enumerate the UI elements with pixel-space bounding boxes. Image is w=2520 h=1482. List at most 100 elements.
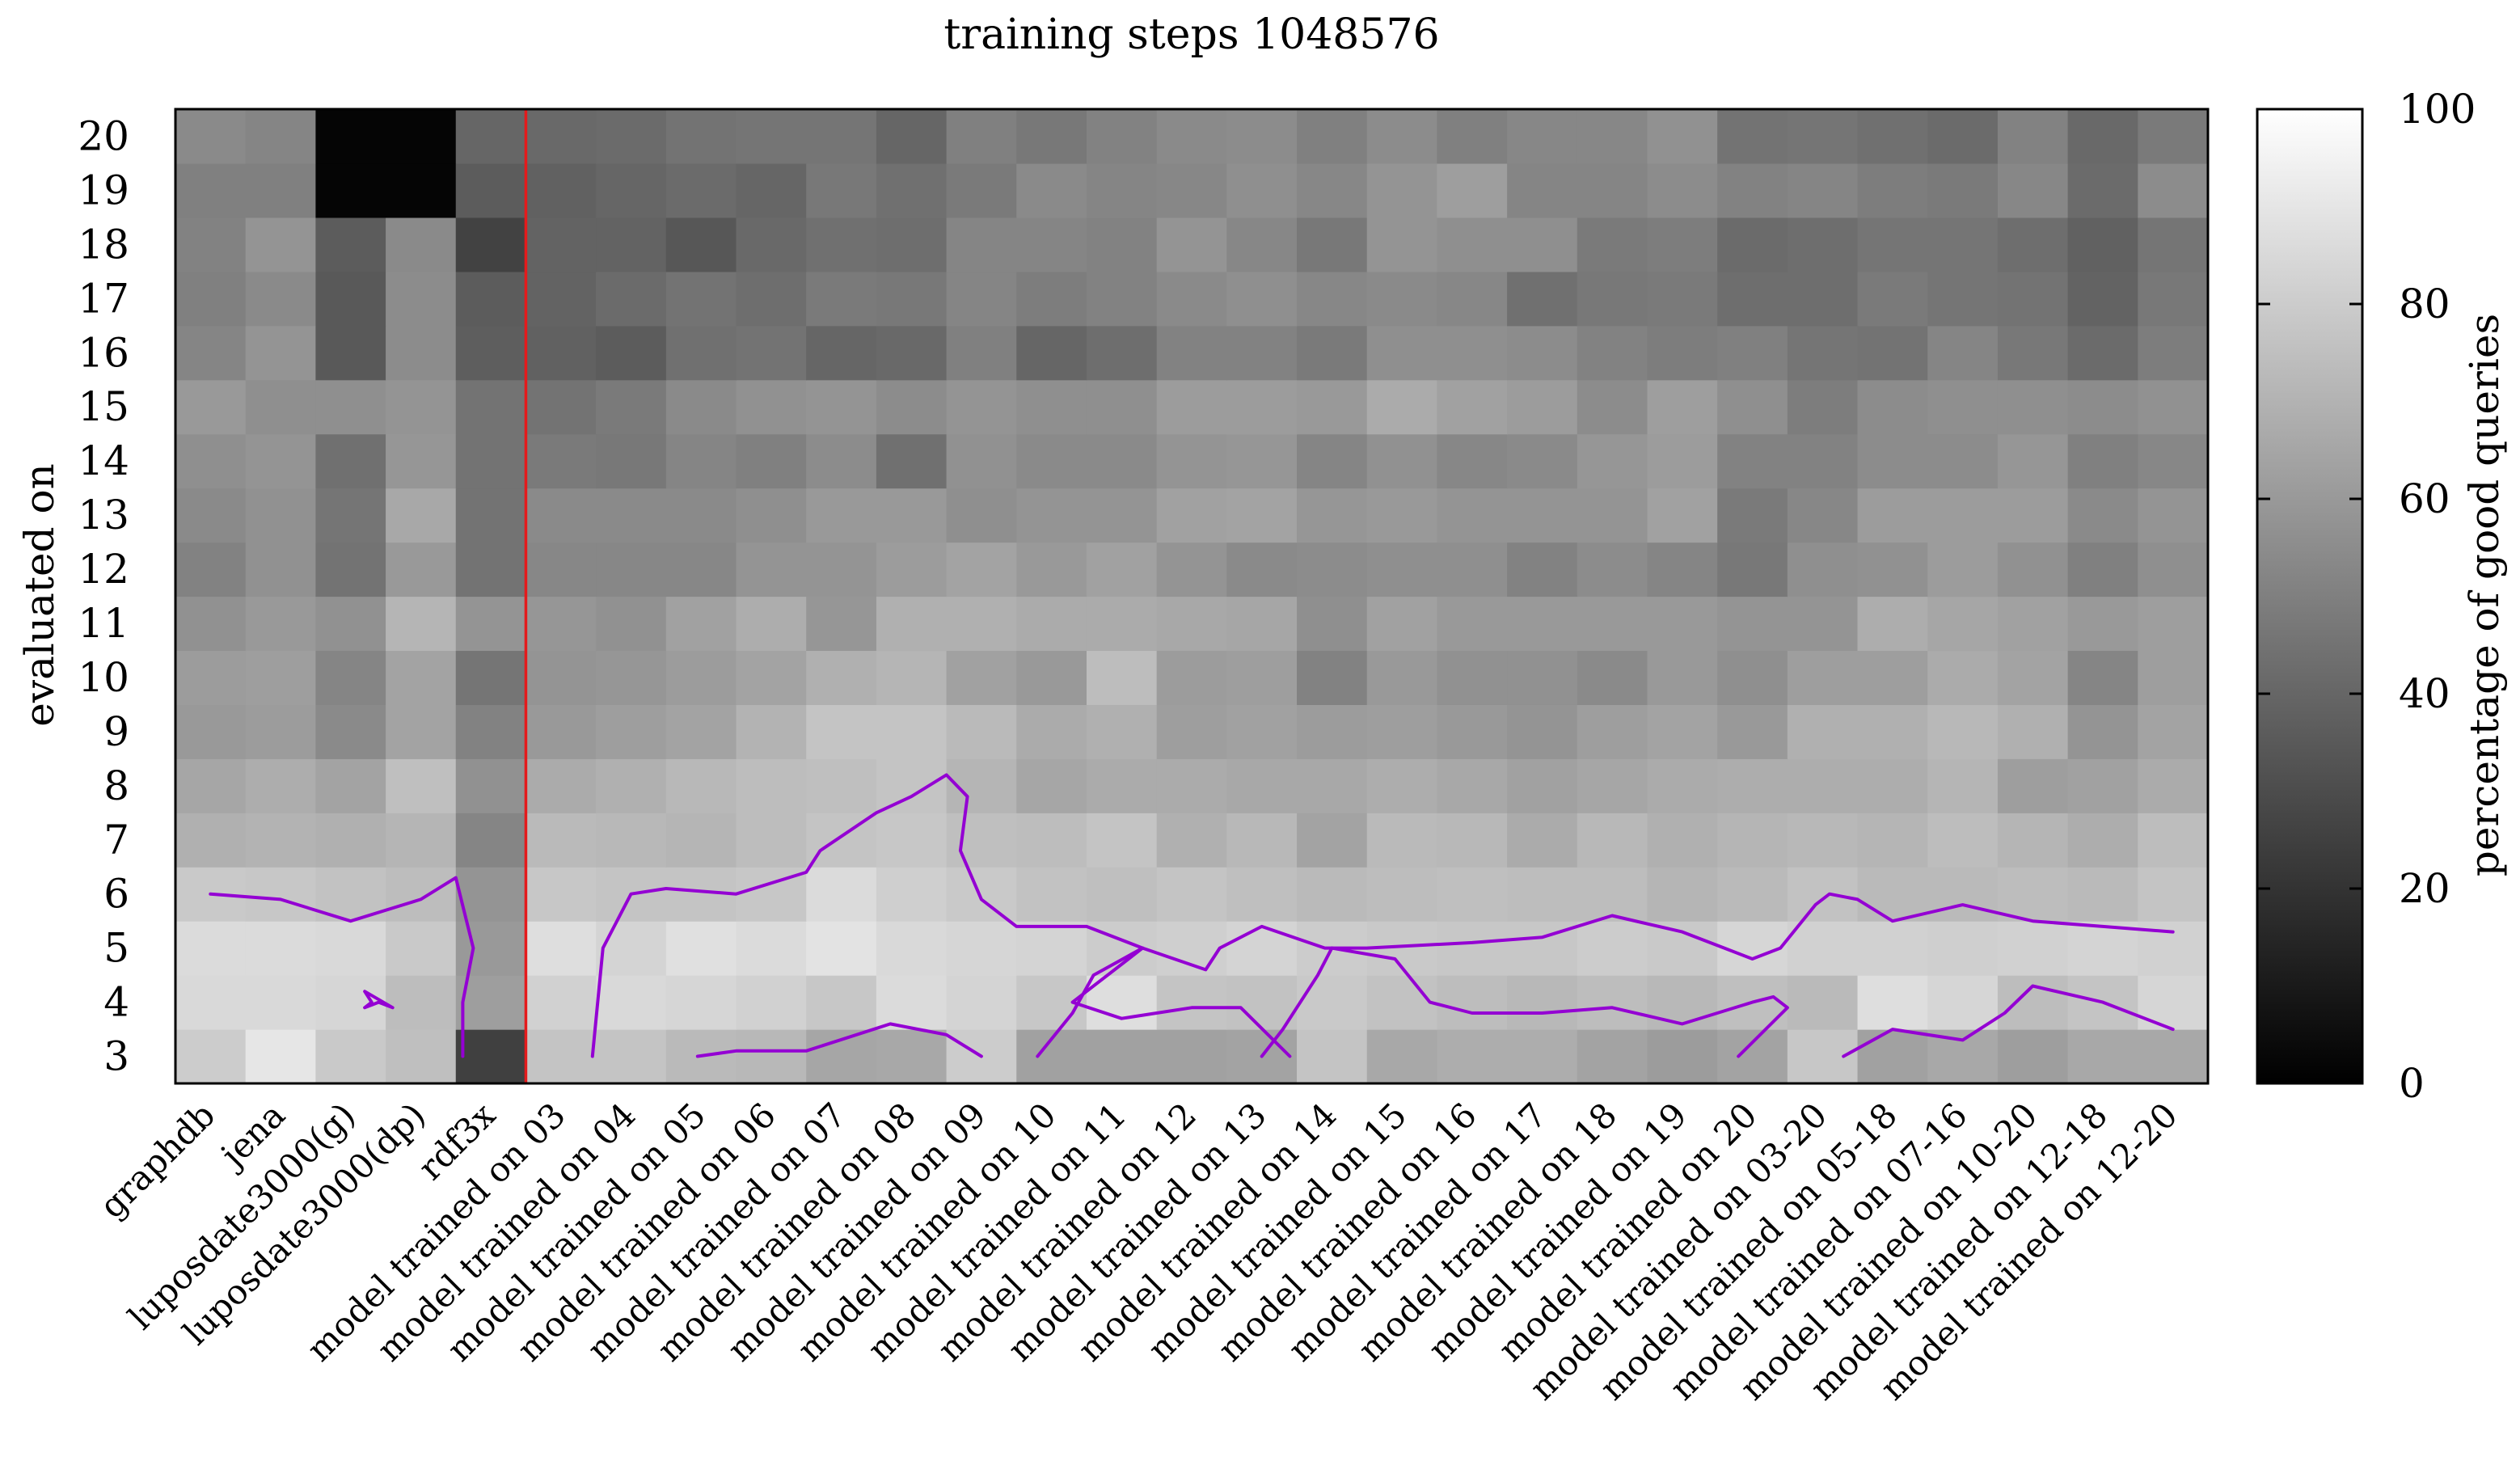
heatmap-cell: [1507, 596, 1578, 652]
heatmap-cell: [175, 1029, 247, 1084]
heatmap-cell: [665, 921, 737, 976]
heatmap-cell: [665, 488, 737, 543]
heatmap-cell: [1016, 867, 1087, 922]
heatmap-cell: [596, 975, 667, 1030]
heatmap-cell: [2138, 217, 2209, 272]
colorbar-tick-label: 100: [2399, 86, 2476, 133]
heatmap-cell: [1226, 325, 1298, 381]
heatmap-cell: [1086, 433, 1158, 489]
heatmap-cell: [1647, 813, 1718, 868]
heatmap-cell: [526, 650, 597, 705]
heatmap-cell: [1437, 271, 1508, 327]
heatmap-cell: [1857, 596, 1928, 652]
heatmap-cell: [1226, 596, 1298, 652]
heatmap-cell: [1297, 488, 1368, 543]
chart-title: training steps 1048576: [943, 11, 1439, 59]
heatmap-cell: [2067, 433, 2138, 489]
heatmap-cell: [1997, 433, 2069, 489]
heatmap-cell: [526, 867, 597, 922]
x-tick-label: graphdb: [92, 1095, 223, 1226]
heatmap-cell: [665, 109, 737, 164]
heatmap-cell: [386, 217, 457, 272]
heatmap-cell: [946, 921, 1017, 976]
heatmap-cell: [1857, 867, 1928, 922]
heatmap-cell: [1507, 488, 1578, 543]
heatmap-cell: [1226, 217, 1298, 272]
heatmap-cell: [1016, 650, 1087, 705]
heatmap-cell: [876, 488, 948, 543]
heatmap-cell: [736, 109, 807, 164]
heatmap-cell: [175, 704, 247, 759]
heatmap-cell: [315, 109, 386, 164]
y-tick-label: 18: [78, 221, 129, 268]
heatmap-cell: [1156, 109, 1227, 164]
heatmap-cell: [386, 379, 457, 435]
heatmap-cell: [1647, 650, 1718, 705]
heatmap-cell: [665, 325, 737, 381]
heatmap-cell: [665, 271, 737, 327]
heatmap-cell: [806, 271, 877, 327]
heatmap-cell: [386, 650, 457, 705]
heatmap-cell: [1297, 109, 1368, 164]
heatmap-cell: [876, 704, 948, 759]
heatmap-cell: [2138, 758, 2209, 813]
y-axis-label: evaluated on: [16, 463, 63, 727]
y-tick-label: 17: [78, 275, 129, 322]
heatmap-cell: [1717, 1029, 1788, 1084]
heatmap-cell: [876, 109, 948, 164]
heatmap-cell: [806, 488, 877, 543]
heatmap-cell: [526, 704, 597, 759]
heatmap-cell: [2138, 379, 2209, 435]
contour-line: [695, 1022, 983, 1058]
heatmap-cell: [2138, 325, 2209, 381]
heatmap-cell: [1016, 217, 1087, 272]
heatmap-cell: [1297, 433, 1368, 489]
y-tick-label: 12: [78, 546, 129, 593]
y-tick-labels: 3 4 5 6 7 8 9 10 11 12 13 14 15 16 17 18 19 20: [78, 113, 129, 1080]
heatmap-cell: [1647, 867, 1718, 922]
heatmap-cell: [1577, 758, 1648, 813]
heatmap-cell: [175, 813, 247, 868]
heatmap-cell: [526, 325, 597, 381]
colorbar-tick-label: 20: [2399, 865, 2450, 912]
heatmap-cell: [1717, 271, 1788, 327]
heatmap-cell: [1016, 813, 1087, 868]
heatmap-cell: [1366, 758, 1438, 813]
heatmap-cell: [946, 433, 1017, 489]
heatmap-cell: [596, 1029, 667, 1084]
heatmap-cell: [455, 217, 527, 272]
heatmap-cell: [1717, 867, 1788, 922]
heatmap-cell: [946, 542, 1017, 597]
heatmap-cell: [315, 1029, 386, 1084]
heatmap-cell: [1717, 163, 1788, 218]
heatmap-cell: [1086, 813, 1158, 868]
heatmap-cell: [2138, 1029, 2209, 1084]
heatmap-cell: [1016, 163, 1087, 218]
heatmap-cell: [1787, 217, 1859, 272]
heatmap-cell: [1366, 650, 1438, 705]
heatmap-cell: [455, 813, 527, 868]
heatmap-cell: [386, 758, 457, 813]
heatmap-cell: [1226, 163, 1298, 218]
heatmap-cell: [806, 542, 877, 597]
heatmap-cell: [1717, 650, 1788, 705]
heatmap-cell: [245, 109, 316, 164]
heatmap-cell: [806, 867, 877, 922]
heatmap-cell: [1226, 109, 1298, 164]
heatmap-cell: [1226, 867, 1298, 922]
heatmap-cell: [1156, 921, 1227, 976]
heatmap-cell: [1016, 921, 1087, 976]
heatmap-cell: [526, 379, 597, 435]
heatmap-cell: [2067, 704, 2138, 759]
heatmap-cell: [1016, 271, 1087, 327]
heatmap-cell: [245, 325, 316, 381]
heatmap-cell: [1997, 650, 2069, 705]
heatmap-cell: [1156, 163, 1227, 218]
heatmap-cell: [736, 542, 807, 597]
heatmap-cell: [1647, 379, 1718, 435]
heatmap-cell: [1297, 650, 1368, 705]
heatmap-cell: [1086, 1029, 1158, 1084]
heatmap-cell: [175, 758, 247, 813]
heatmap-cell: [596, 379, 667, 435]
heatmap-cell: [665, 433, 737, 489]
